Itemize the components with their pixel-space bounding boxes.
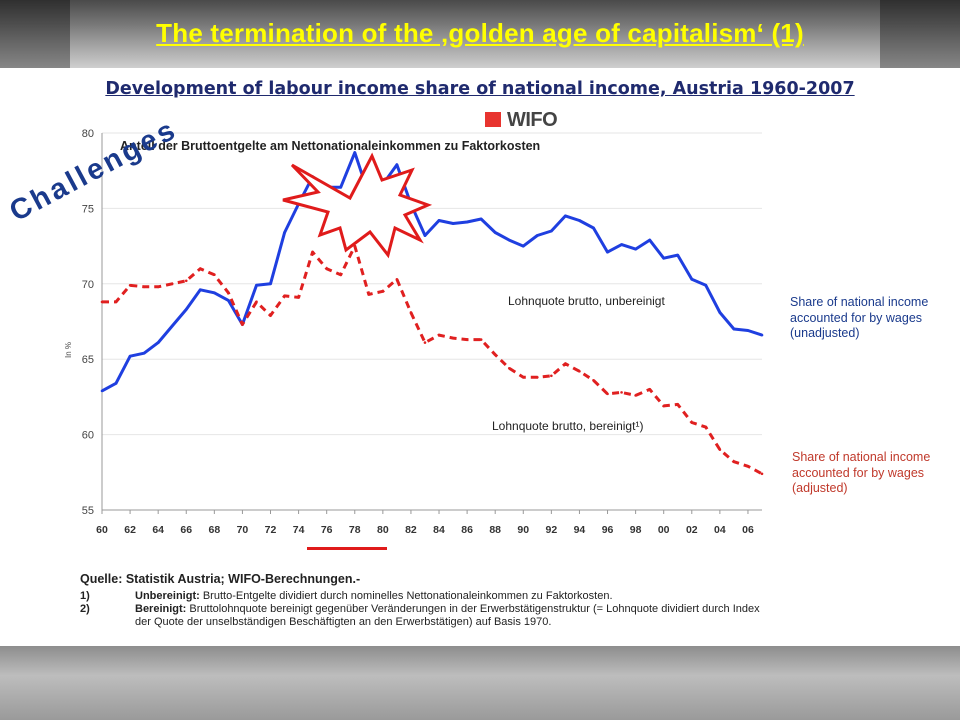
header-photo-strip [880, 0, 960, 68]
chart-panel [66, 106, 770, 646]
source-row: 1) Unbereinigt: Brutto-Entgelte dividier… [80, 590, 770, 603]
source-row-term: Unbereinigt: [135, 590, 200, 602]
wifo-logo: WIFO [485, 109, 575, 133]
note-unadjusted: Share of national income accounted for b… [790, 295, 929, 340]
source-row-number: 2) [80, 603, 90, 615]
source-row: 2) Bereinigt: Bruttolohnquote bereinigt … [80, 603, 770, 629]
footer-photo-band [0, 646, 960, 720]
header-band [0, 0, 960, 68]
note-adjusted: Share of national income accounted for b… [792, 450, 931, 495]
header-photo-strip [0, 0, 70, 68]
slide-title: The termination of the ‚golden age of ca… [156, 18, 804, 48]
source-row-body: Unbereinigt: Brutto-Entgelte dividiert d… [135, 590, 770, 603]
source-row-body: Bereinigt: Bruttolohnquote bereinigt geg… [135, 603, 770, 629]
period-highlight-bar [307, 547, 387, 550]
source-header: Quelle: Statistik Austria; WIFO-Berechnu… [80, 572, 361, 586]
source-row-term: Bereinigt: [135, 603, 187, 615]
source-notes: Quelle: Statistik Austria; WIFO-Berechnu… [80, 572, 770, 629]
slide-subtitle: Development of labour income share of na… [105, 79, 855, 99]
wifo-logo-text: WIFO [507, 109, 558, 131]
source-row-text: Brutto-Entgelte dividiert durch nominell… [202, 590, 613, 602]
source-row-number: 1) [80, 590, 90, 602]
source-row-text: Bruttolohnquote bereinigt gegenüber Verä… [135, 603, 760, 628]
wifo-logo-square-icon [485, 112, 501, 127]
